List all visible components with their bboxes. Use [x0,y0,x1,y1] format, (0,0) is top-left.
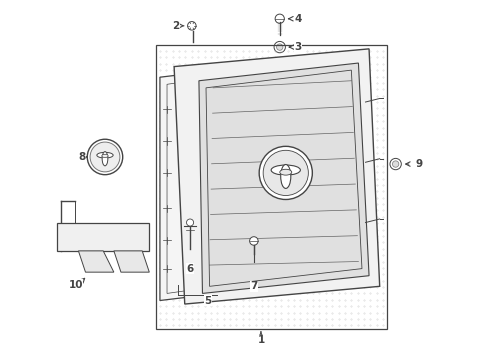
Text: 9: 9 [415,159,422,169]
Circle shape [275,14,284,23]
Text: 6: 6 [186,264,194,274]
Ellipse shape [102,152,108,166]
Polygon shape [57,222,149,251]
Circle shape [259,146,312,199]
Ellipse shape [271,165,300,175]
Circle shape [263,150,308,195]
Circle shape [187,219,194,226]
Text: 2: 2 [172,21,179,31]
Bar [156,45,387,329]
Polygon shape [174,49,380,304]
Polygon shape [78,251,114,272]
Ellipse shape [281,165,291,188]
Circle shape [188,22,196,30]
Circle shape [390,158,401,170]
Circle shape [392,161,399,167]
Text: 3: 3 [294,42,302,52]
Text: 1: 1 [257,332,265,345]
Circle shape [276,44,283,50]
Polygon shape [199,63,369,293]
Circle shape [90,142,120,172]
Ellipse shape [280,169,292,175]
Text: 7: 7 [250,281,258,291]
Polygon shape [114,251,149,272]
Text: 4: 4 [294,14,302,24]
Polygon shape [160,67,248,301]
Text: 8: 8 [78,152,86,162]
Circle shape [249,237,258,245]
Text: 5: 5 [204,296,211,306]
Text: 10: 10 [68,280,83,289]
Ellipse shape [102,154,108,157]
Ellipse shape [97,152,113,158]
Circle shape [274,41,285,53]
Circle shape [87,139,122,175]
